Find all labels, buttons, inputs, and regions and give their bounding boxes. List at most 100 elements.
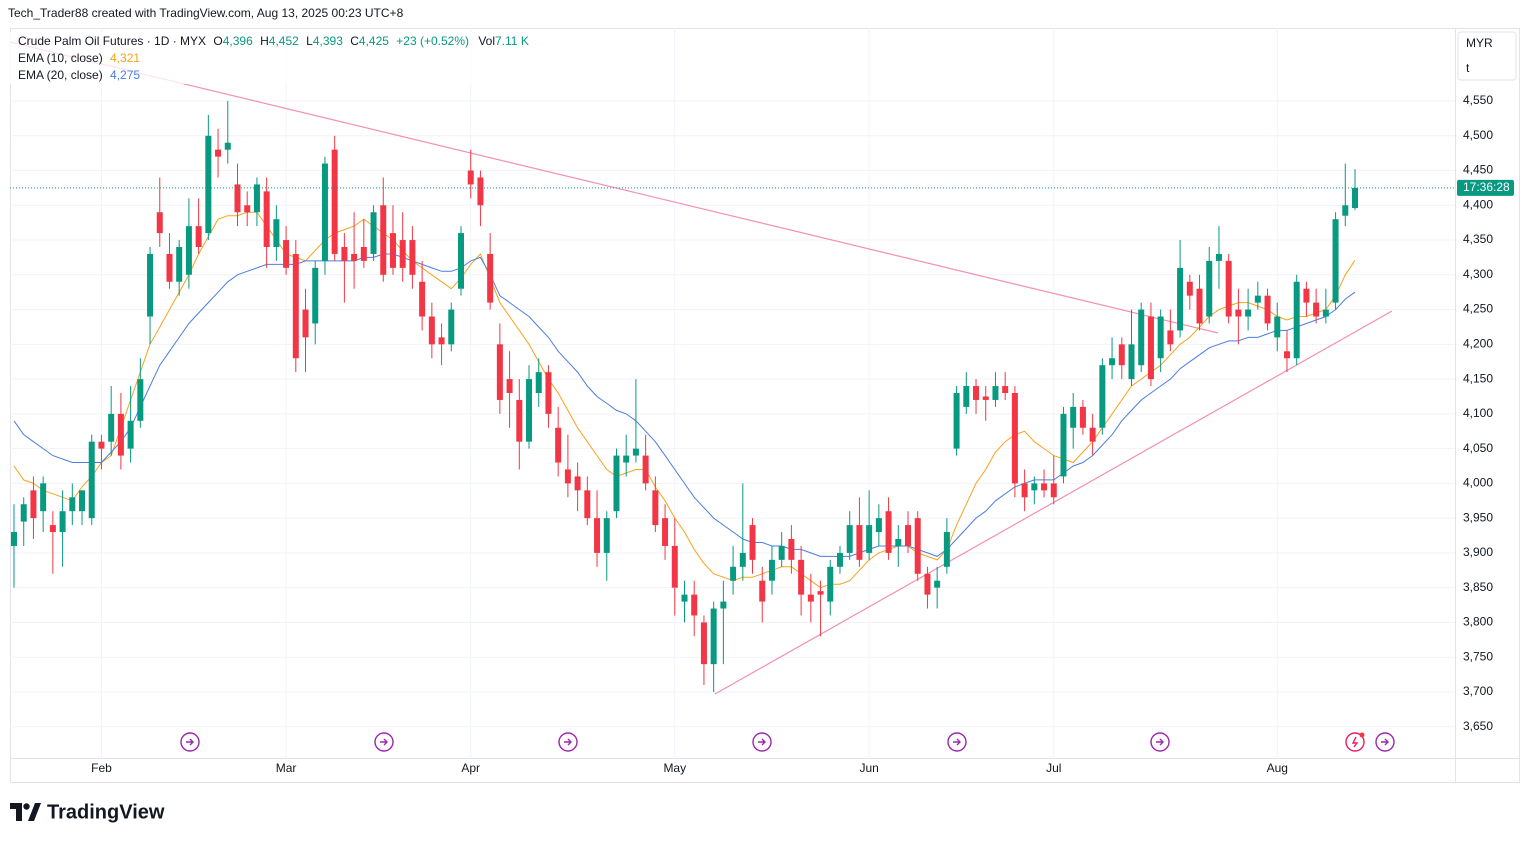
candle-body — [1196, 288, 1203, 324]
candle-body — [273, 219, 280, 247]
y-tick-label: 4,150 — [1463, 371, 1493, 385]
candle-body — [555, 427, 562, 463]
event-icon[interactable] — [1375, 732, 1395, 752]
candle-body — [458, 233, 464, 289]
candle-body — [399, 240, 406, 268]
candle-body — [905, 525, 911, 546]
candle-body — [710, 608, 717, 665]
candle-body — [623, 455, 630, 463]
legend-ema: EMA (10, close) 4,321 — [18, 51, 140, 65]
candle-body — [535, 372, 542, 393]
event-icon[interactable] — [374, 732, 394, 752]
candle-body — [914, 518, 921, 574]
candle-body — [836, 552, 843, 567]
candle-body — [79, 490, 86, 512]
y-tick-label: 4,550 — [1463, 93, 1493, 107]
candle-body — [992, 386, 999, 400]
event-icon[interactable] — [1345, 732, 1365, 752]
candle-body — [982, 396, 989, 400]
candle-body — [1186, 281, 1193, 296]
y-tick-label: 3,700 — [1463, 684, 1493, 698]
candle-body — [341, 247, 348, 261]
axes: 3,650 3,700 3,750 3,800 3,850 3,900 3,950 4,000… — [91, 93, 1514, 775]
candle-body — [331, 149, 338, 254]
candle-body — [691, 594, 698, 616]
candle-body — [798, 559, 805, 595]
header: Tech_Trader88 created with TradingView.c… — [8, 6, 404, 20]
volume-key: Vol — [478, 34, 495, 48]
candle-body — [1322, 309, 1329, 317]
candle-body — [1283, 351, 1290, 359]
candle-body — [953, 393, 960, 449]
candle-body — [973, 386, 980, 400]
y-tick-label: 3,800 — [1463, 615, 1493, 629]
ohlc-value: 4,393 — [313, 34, 343, 48]
candle-body — [545, 372, 552, 414]
candle-body — [652, 490, 659, 526]
candle-body — [30, 490, 37, 519]
event-icon[interactable] — [558, 732, 578, 752]
y-tick-label: 4,350 — [1463, 232, 1493, 246]
y-tick-label: 4,200 — [1463, 337, 1493, 351]
event-icon[interactable] — [947, 732, 967, 752]
event-icon[interactable] — [1150, 732, 1170, 752]
candle-body — [564, 469, 571, 484]
candle-body — [496, 344, 503, 400]
candle-body — [1313, 302, 1320, 317]
chart-frame — [10, 28, 1520, 783]
candle-body — [1118, 344, 1125, 366]
y-tick-label: 4,100 — [1463, 406, 1493, 420]
candle-body — [234, 184, 241, 213]
candle-body — [671, 545, 678, 588]
candle-body — [360, 247, 367, 261]
candle-body — [127, 420, 134, 449]
legend-bg — [10, 32, 530, 84]
candle-body — [380, 205, 387, 275]
volume: 7.11 K — [495, 34, 529, 48]
ema-line — [13, 253, 1356, 557]
y-tick-label: 3,950 — [1463, 510, 1493, 524]
candle-body — [185, 226, 192, 275]
candle-body — [1215, 253, 1222, 261]
candle-body — [1254, 295, 1261, 303]
candle-body — [1128, 344, 1135, 380]
candle-body — [1167, 330, 1174, 345]
candle-body — [253, 184, 260, 213]
candle-body — [40, 483, 47, 512]
candle-body — [1011, 393, 1018, 484]
candle-body — [69, 497, 76, 512]
event-icon[interactable] — [752, 732, 772, 752]
candle-body — [856, 525, 863, 560]
candle-body — [1002, 386, 1009, 393]
candle-body — [739, 552, 746, 567]
candle-body — [370, 212, 377, 254]
event-icon[interactable] — [180, 732, 200, 752]
candle-body — [1225, 260, 1232, 317]
candle-body — [642, 455, 649, 484]
candle-body — [817, 591, 824, 595]
y-tick-label: 3,750 — [1463, 649, 1493, 663]
candle-body — [584, 490, 591, 519]
candle-body — [215, 149, 222, 157]
y-tick-label: 3,900 — [1463, 545, 1493, 559]
currency-box[interactable] — [1457, 31, 1517, 81]
candle-body — [477, 177, 484, 206]
y-tick-label: 4,050 — [1463, 441, 1493, 455]
ohlc-key: L — [306, 34, 313, 48]
candle-body — [487, 253, 494, 303]
candle-body — [516, 399, 523, 442]
candle-body — [428, 316, 435, 345]
candle-body — [1021, 483, 1028, 498]
candle-body — [1089, 427, 1096, 442]
ohlc-key: C — [350, 34, 359, 48]
candle-body — [1352, 187, 1358, 209]
y-tick-label: 4,250 — [1463, 302, 1493, 316]
candle-body — [49, 525, 56, 533]
candle-body — [768, 559, 775, 581]
candle-body — [224, 142, 231, 150]
candle-body — [1303, 288, 1310, 303]
x-tick-label: Jul — [1046, 761, 1061, 775]
candle-body — [788, 539, 795, 560]
